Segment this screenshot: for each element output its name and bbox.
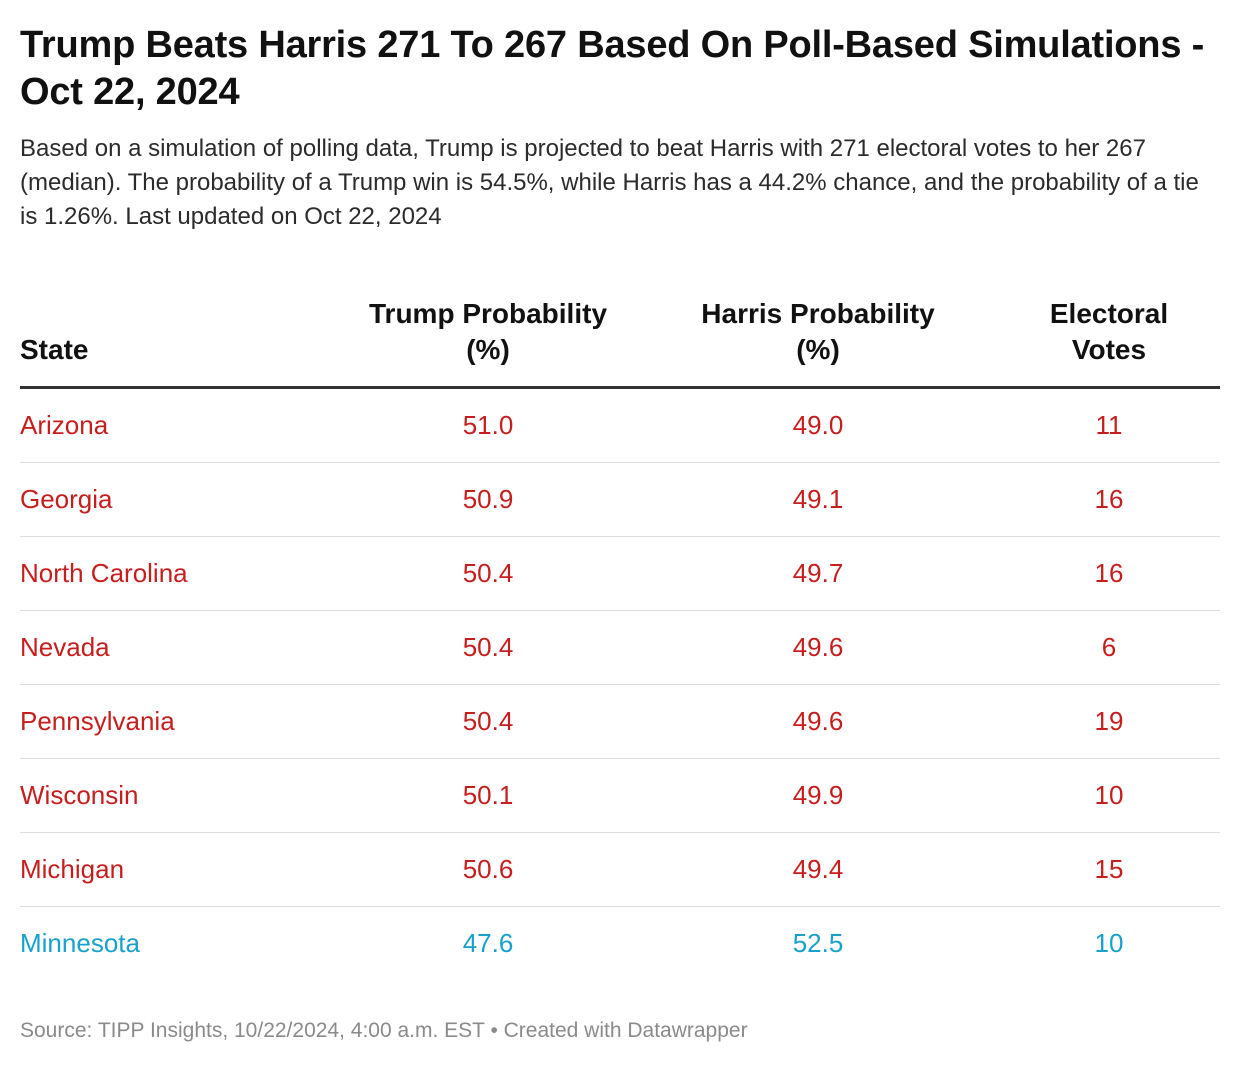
column-header-trump-probability[interactable]: Trump Probability (%) xyxy=(338,296,638,389)
table-row: Minnesota 47.6 52.5 10 xyxy=(20,907,1220,981)
cell-electoral-votes: 10 xyxy=(1094,928,1124,958)
table-row: Wisconsin 50.1 49.9 10 xyxy=(20,758,1220,833)
source-footer: Source: TIPP Insights, 10/22/2024, 4:00 … xyxy=(20,1019,748,1042)
table-row: Nevada 50.4 49.6 6 xyxy=(20,610,1220,685)
cell-state: North Carolina xyxy=(20,536,338,611)
cell-state: Georgia xyxy=(20,462,338,537)
cell-electoral-votes: 16 xyxy=(998,462,1220,537)
table-row: North Carolina 50.4 49.7 16 xyxy=(20,536,1220,611)
column-header-harris-probability-label: Harris Probability (%) xyxy=(701,298,935,365)
cell-trump-probability: 51.0 xyxy=(338,387,638,463)
table-row: Pennsylvania 50.4 49.6 19 xyxy=(20,684,1220,759)
table-row: Michigan 50.6 49.4 15 xyxy=(20,832,1220,907)
cell-electoral-votes: 6 xyxy=(998,610,1220,685)
cell-state: Nevada xyxy=(20,610,338,685)
cell-trump-probability: 50.6 xyxy=(338,832,638,907)
table-row: Arizona 51.0 49.0 11 xyxy=(20,387,1220,463)
cell-trump-probability: 50.1 xyxy=(338,758,638,833)
chart-header: Trump Beats Harris 271 To 267 Based On P… xyxy=(20,22,1220,234)
data-table: State Trump Probability (%) Harris Proba… xyxy=(20,296,1220,980)
column-header-state[interactable]: State xyxy=(20,296,338,389)
chart-subtitle: Based on a simulation of polling data, T… xyxy=(20,135,1199,230)
cell-trump-probability: 50.9 xyxy=(338,462,638,537)
column-header-trump-probability-label: Trump Probability (%) xyxy=(368,298,608,365)
cell-harris-probability: 49.7 xyxy=(638,536,998,611)
cell-trump-probability: 50.4 xyxy=(338,610,638,685)
cell-harris-probability: 52.5 xyxy=(792,928,844,958)
column-header-harris-probability[interactable]: Harris Probability (%) xyxy=(638,296,998,389)
cell-state: Michigan xyxy=(20,832,338,907)
table-header-row: State Trump Probability (%) Harris Proba… xyxy=(20,296,1220,389)
table-body: Arizona 51.0 49.0 11 Georgia 50.9 49.1 16 North … xyxy=(20,387,1220,981)
cell-trump-probability: 50.4 xyxy=(338,536,638,611)
cell-state: Arizona xyxy=(20,387,338,463)
table-row: Georgia 50.9 49.1 16 xyxy=(20,462,1220,537)
cell-state: Minnesota xyxy=(20,928,140,958)
cell-electoral-votes: 15 xyxy=(998,832,1220,907)
cell-harris-probability: 49.0 xyxy=(638,387,998,463)
cell-electoral-votes: 19 xyxy=(998,684,1220,759)
cell-trump-probability: 50.4 xyxy=(338,684,638,759)
cell-trump-probability: 47.6 xyxy=(462,928,514,958)
cell-harris-probability: 49.6 xyxy=(638,684,998,759)
cell-state: Wisconsin xyxy=(20,758,338,833)
cell-harris-probability: 49.1 xyxy=(638,462,998,537)
column-header-electoral-votes[interactable]: Electoral Votes xyxy=(998,296,1220,389)
cell-harris-probability: 49.6 xyxy=(638,610,998,685)
cell-electoral-votes: 10 xyxy=(998,758,1220,833)
chart-title: Trump Beats Harris 271 To 267 Based On P… xyxy=(20,24,1205,113)
cell-harris-probability: 49.4 xyxy=(638,832,998,907)
cell-electoral-votes: 16 xyxy=(998,536,1220,611)
column-header-electoral-votes-label: Electoral Votes xyxy=(1049,298,1169,365)
cell-electoral-votes: 11 xyxy=(998,387,1220,463)
cell-harris-probability: 49.9 xyxy=(638,758,998,833)
cell-state: Pennsylvania xyxy=(20,684,338,759)
